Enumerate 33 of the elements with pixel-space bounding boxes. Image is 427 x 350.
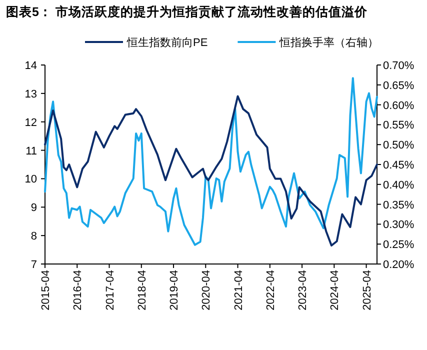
x-tick-label: 2021-04 bbox=[232, 270, 245, 310]
y2-tick-label: 0.50% bbox=[383, 140, 414, 152]
x-tick-label: 2024-04 bbox=[329, 270, 342, 310]
legend-label: 恒指换手率（右轴） bbox=[278, 36, 379, 49]
legend-label: 恒生指数前向PE bbox=[126, 36, 208, 49]
x-tick-label: 2015-04 bbox=[40, 270, 52, 310]
x-tick-label: 2023-04 bbox=[297, 270, 310, 310]
y-tick-label: 11 bbox=[26, 145, 37, 158]
y-tick-label: 7 bbox=[30, 259, 37, 271]
x-tick-label: 2017-04 bbox=[104, 270, 116, 310]
x-tick-label: 2019-04 bbox=[168, 270, 181, 310]
y2-tick-label: 0.45% bbox=[383, 160, 414, 172]
y-tick-label: 12 bbox=[24, 116, 37, 129]
y-tick-label: 13 bbox=[24, 88, 37, 100]
y2-tick-label: 0.65% bbox=[383, 80, 414, 92]
y2-tick-label: 0.25% bbox=[383, 239, 414, 252]
y2-tick-label: 0.40% bbox=[383, 179, 414, 192]
y2-tick-label: 0.55% bbox=[383, 120, 414, 132]
y-tick-label: 9 bbox=[30, 202, 37, 214]
y2-tick-label: 0.30% bbox=[383, 219, 414, 232]
x-tick-label: 2020-04 bbox=[200, 270, 213, 310]
y-tick-label: 14 bbox=[24, 60, 37, 72]
x-tick-label: 2022-04 bbox=[264, 270, 277, 310]
y2-tick-label: 0.20% bbox=[383, 259, 414, 271]
x-tick-label: 2018-04 bbox=[136, 270, 148, 310]
x-tick-label: 2016-04 bbox=[72, 270, 84, 310]
y-tick-label: 8 bbox=[30, 230, 37, 243]
y2-tick-label: 0.70% bbox=[383, 60, 414, 72]
x-tick-label: 2025-04 bbox=[361, 270, 374, 310]
y2-tick-label: 0.35% bbox=[383, 199, 414, 212]
y-tick-label: 10 bbox=[24, 174, 37, 186]
chart-title: 图表5： 市场活跃度的提升为恒指贡献了流动性改善的估值溢价 bbox=[6, 4, 368, 19]
y2-tick-label: 0.60% bbox=[383, 100, 414, 112]
